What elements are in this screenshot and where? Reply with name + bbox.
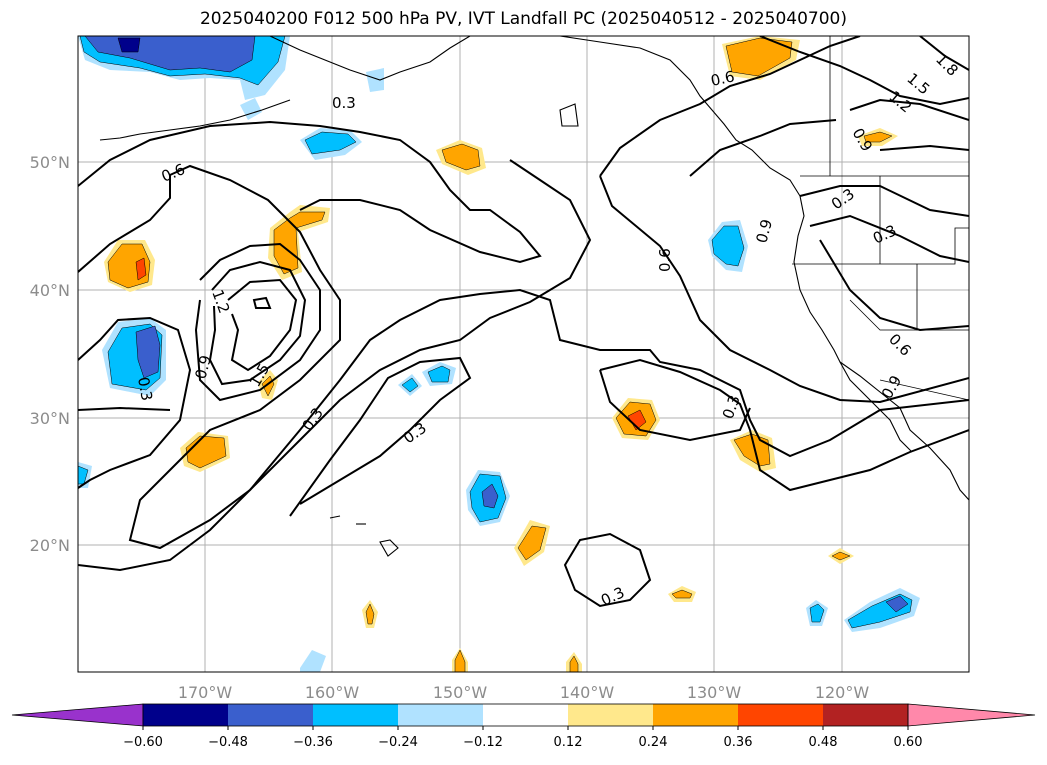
lon-label: 160°W	[305, 683, 360, 702]
lon-label: 120°W	[815, 683, 870, 702]
colorbar	[11, 703, 1036, 727]
contour-label: 0.9	[191, 353, 215, 381]
colorbar-tick-label: 0.48	[809, 735, 838, 750]
colorbar-segment	[568, 704, 653, 726]
contour-label: 0.6	[656, 248, 674, 272]
contour-label: 0.6	[709, 67, 736, 90]
colorbar-segment	[738, 704, 823, 726]
lon-label: 140°W	[560, 683, 615, 702]
map-frame	[77, 35, 970, 673]
colorbar-frame	[142, 703, 909, 727]
colorbar-tick-label: −0.24	[378, 735, 418, 750]
colorbar-segment	[143, 704, 228, 726]
colorbar-segment	[398, 704, 483, 726]
map-title: 2025040200 F012 500 hPa PV, IVT Landfall…	[199, 9, 847, 29]
lon-axis-labels: 170°W 160°W 150°W 140°W 130°W 120°W	[178, 683, 870, 702]
colorbar-tick-label: 0.36	[724, 735, 753, 750]
lon-label: 170°W	[178, 683, 233, 702]
gridlines	[78, 36, 969, 672]
contour-label: 0.3	[332, 94, 356, 112]
colorbar-tick-label: 0.12	[554, 735, 583, 750]
lon-label: 150°W	[433, 683, 488, 702]
colorbar-extend-high	[907, 703, 1036, 727]
contour-label: 0.9	[752, 217, 776, 245]
colorbar-tick-label: −0.48	[208, 735, 248, 750]
pv-contours	[78, 36, 969, 608]
lon-label: 130°W	[687, 683, 742, 702]
colorbar-tick-label: 0.24	[639, 735, 668, 750]
contour-label: 0.3	[134, 376, 156, 403]
colorbar-tick-label: −0.12	[463, 735, 503, 750]
colorbar-tick-label: −0.60	[123, 735, 163, 750]
ivt-shading	[78, 36, 920, 672]
lat-label: 20°N	[30, 536, 70, 555]
colorbar-labels: −0.60 −0.48 −0.36 −0.24 −0.12 0.12 0.24 0.36 0.4…	[123, 726, 922, 750]
colorbar-tick-label: 0.60	[894, 735, 923, 750]
colorbar-tick-label: −0.36	[293, 735, 333, 750]
colorbar-extend-low	[11, 703, 144, 727]
lat-label: 50°N	[30, 153, 70, 172]
lat-axis-labels: 50°N 40°N 30°N 20°N	[30, 153, 70, 555]
colorbar-segment	[823, 704, 908, 726]
lat-label: 40°N	[30, 281, 70, 300]
lat-label: 30°N	[30, 409, 70, 428]
colorbar-segment	[653, 704, 738, 726]
colorbar-segment	[313, 704, 398, 726]
map-area	[78, 36, 969, 672]
colorbar-segment	[483, 704, 568, 726]
colorbar-segment	[228, 704, 313, 726]
